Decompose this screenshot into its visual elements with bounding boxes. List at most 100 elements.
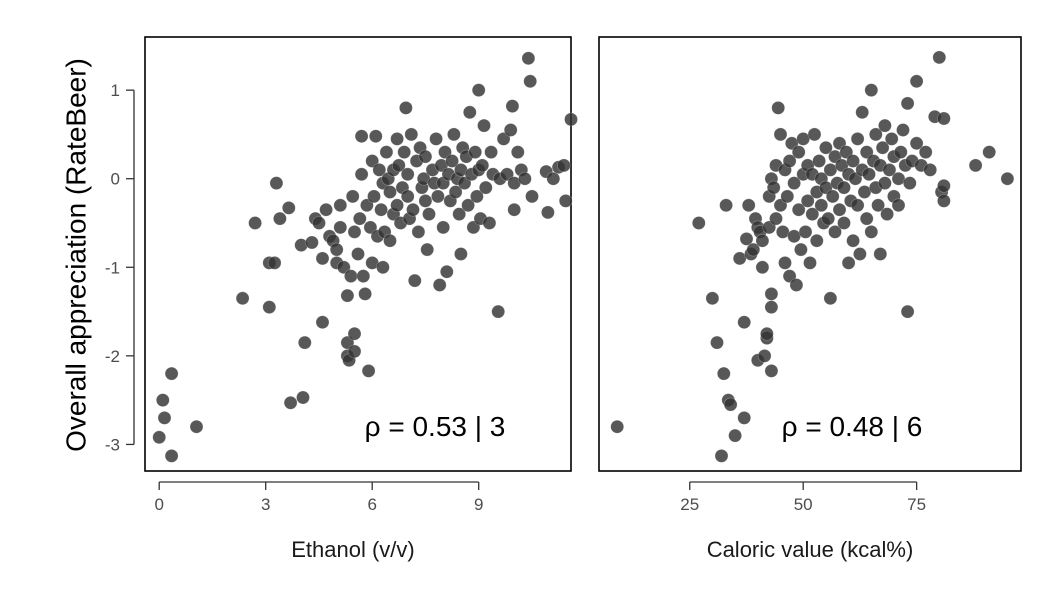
ethanol-plot-frame (144, 36, 572, 472)
data-point (850, 198, 865, 213)
data-point (746, 242, 761, 257)
data-point (900, 96, 915, 111)
data-point (828, 225, 842, 239)
data-point (764, 364, 779, 378)
ethanol-correlation-annotation: ρ = 0.53 | 3 (365, 411, 506, 442)
data-point (391, 158, 406, 173)
data-point (762, 220, 777, 235)
data-point (164, 449, 179, 463)
ethanol-scatter-panel: 0 3 6 9 -3 -2 -1 0 1 ρ = 0.53 | 3 Ethanol (v/v) (105, 36, 578, 562)
data-point (900, 304, 915, 319)
data-point (361, 364, 376, 378)
data-point (757, 349, 772, 363)
data-point (525, 189, 539, 204)
data-point (918, 145, 933, 159)
data-point (723, 397, 738, 412)
data-point (445, 154, 459, 168)
data-point (390, 198, 404, 213)
data-point (859, 145, 874, 159)
data-point (769, 211, 783, 226)
data-point (853, 247, 867, 261)
data-point (418, 149, 433, 164)
data-point (500, 167, 514, 182)
data-point (477, 118, 491, 133)
data-point (803, 256, 817, 270)
data-point (884, 132, 899, 146)
x-tick-label: 25 (680, 495, 699, 514)
data-point (345, 189, 360, 204)
data-point (791, 145, 806, 159)
data-point (902, 176, 917, 190)
data-point (834, 158, 849, 173)
data-point (546, 171, 561, 186)
data-point (891, 171, 906, 186)
data-point (503, 123, 518, 137)
data-point (794, 242, 808, 257)
data-point (383, 233, 397, 248)
data-point (755, 233, 770, 248)
data-point (878, 118, 892, 133)
data-point (764, 300, 779, 314)
data-point (305, 235, 319, 250)
data-point (741, 198, 756, 213)
x-tick-label: 6 (367, 495, 376, 514)
data-point (518, 171, 532, 186)
data-point (448, 185, 463, 199)
data-point (937, 179, 951, 193)
data-point (937, 111, 951, 126)
data-point (436, 220, 451, 235)
data-point (937, 194, 951, 208)
data-point (461, 198, 475, 213)
data-point (737, 315, 752, 330)
data-point (164, 366, 179, 381)
data-point (368, 129, 383, 143)
data-point (521, 51, 536, 66)
data-point (333, 220, 348, 235)
data-point (909, 136, 924, 151)
x-tick-label: 50 (794, 495, 813, 514)
data-point (333, 198, 348, 213)
data-point (893, 145, 908, 159)
x-tick-label: 75 (907, 495, 926, 514)
data-point (347, 225, 362, 239)
data-point (283, 395, 298, 410)
data-point (791, 202, 806, 217)
data-point (814, 198, 829, 213)
data-point (798, 225, 813, 239)
data-point (557, 158, 571, 173)
data-point (379, 145, 394, 159)
data-point (478, 180, 493, 195)
data-point (862, 167, 876, 182)
data-point (764, 287, 779, 301)
data-point (832, 202, 847, 217)
data-point (846, 154, 860, 168)
data-point (400, 167, 415, 182)
data-point (235, 291, 250, 306)
data-point (755, 260, 770, 275)
data-point (728, 428, 742, 443)
data-point (716, 366, 731, 381)
data-point (352, 211, 367, 226)
y-tick-label: -2 (105, 347, 120, 366)
data-point (390, 132, 404, 146)
y-tick-label: 1 (111, 81, 120, 100)
data-point (882, 163, 897, 177)
data-point (475, 158, 490, 173)
data-point (312, 216, 326, 230)
data-point (347, 344, 362, 359)
data-point (438, 145, 452, 159)
data-point (496, 132, 511, 146)
data-point (510, 145, 525, 159)
data-point (523, 74, 538, 89)
y-tick-label: -3 (105, 435, 120, 454)
data-point (832, 136, 847, 151)
data-point (468, 145, 483, 159)
data-point (880, 207, 894, 221)
data-point (484, 145, 498, 159)
caloric-scatter-panel: 25 50 75 ρ = 0.48 | 6 Caloric value (kcal%… (598, 36, 1022, 562)
data-point (857, 185, 872, 199)
data-point (157, 411, 172, 425)
ethanol-x-axis-title: Ethanol (v/v) (291, 537, 415, 562)
caloric-points (610, 50, 1015, 463)
data-point (447, 127, 461, 142)
